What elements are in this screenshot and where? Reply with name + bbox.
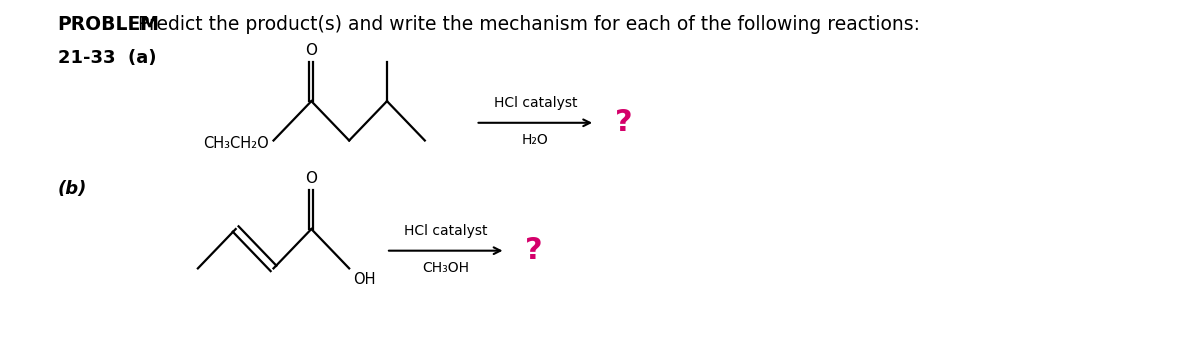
Text: H₂O: H₂O [522,133,548,147]
Text: OH: OH [353,272,376,287]
Text: Predict the product(s) and write the mechanism for each of the following reactio: Predict the product(s) and write the mec… [132,15,920,34]
Text: O: O [305,171,317,186]
Text: PROBLEM: PROBLEM [58,15,160,34]
Text: 21-33  (a): 21-33 (a) [58,49,156,67]
Text: O: O [305,43,317,58]
Text: (b): (b) [58,180,86,198]
Text: ?: ? [526,236,542,265]
Text: HCl catalyst: HCl catalyst [493,96,577,110]
Text: CH₃CH₂O: CH₃CH₂O [203,136,269,151]
Text: CH₃OH: CH₃OH [422,261,469,275]
Text: HCl catalyst: HCl catalyst [404,224,487,238]
Text: ?: ? [614,108,632,137]
